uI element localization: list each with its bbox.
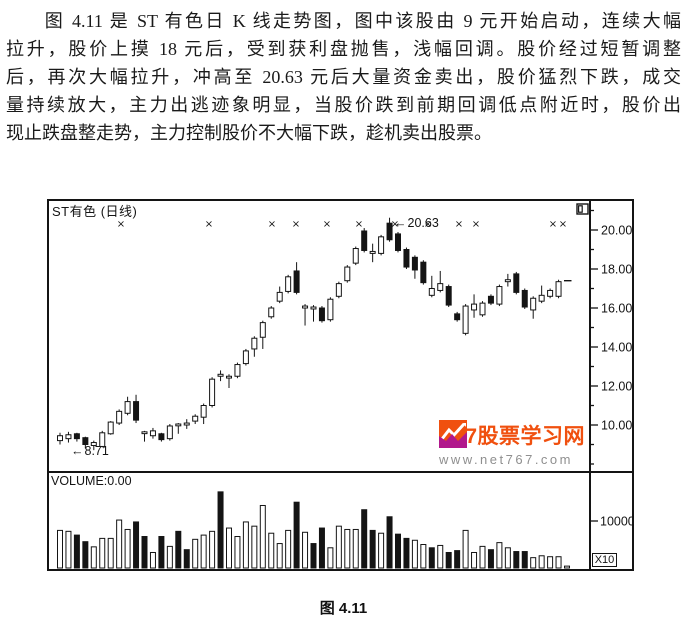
low-price-annotation: ←8.71 [71,444,109,458]
svg-text:×: × [455,219,463,230]
svg-text:14.00: 14.00 [601,341,632,355]
site-logo-icon [439,420,467,448]
svg-text:×: × [355,219,363,230]
svg-text:×: × [391,219,399,230]
watermark-site-name: 767股票学习网 [441,425,586,448]
left-arrow-icon: ← [71,444,84,458]
chart-title: ST有色 (日线) [52,204,138,219]
volume-multiplier-badge: X10 [592,553,617,567]
svg-text:×: × [559,219,567,230]
paragraph-line: 拉升，股价上摸 18 元后，受到获利盘抛售，浅幅回调。股价经过短暂调整 [6,39,681,59]
window-restore-icon [576,203,589,215]
peak-price-value: 20.63 [407,216,439,230]
paragraph-line: 后，再次大幅拉升，冲高至 20.63 元后大量资金卖出，股价猛烈下跌，成交 [6,67,681,87]
svg-text:18.00: 18.00 [601,263,632,277]
kline-chart-figure: 20.00 18.00 16.00 14.00 12.00 10.00 10000 × × × × ×… [47,199,634,571]
paragraph-line: 图 4.11 是 ST 有色日 K 线走势图，图中该股由 9 元开始启动，连续大… [44,11,681,31]
paragraph-line: 现止跌盘整走势，主力控制股价不大幅下跌，趁机卖出股票。 [6,123,492,143]
svg-text:20.00: 20.00 [601,224,632,238]
svg-text:×: × [323,219,331,230]
svg-text:10000: 10000 [600,515,632,529]
low-price-value: 8.71 [84,444,109,458]
svg-text:×: × [472,219,480,230]
left-arrow-icon: ← [394,216,407,230]
watermark: 767股票学习网 www.net767.com [439,420,585,467]
svg-text:×: × [549,219,557,230]
svg-text:10.00: 10.00 [601,419,632,433]
svg-text:×: × [268,219,276,230]
svg-text:×: × [205,219,213,230]
peak-price-annotation: ←20.63 [394,216,439,230]
paragraph-line: 量持续放大，主力出逃迹象明显，当股价跌到前期回调低点附近时，股价出 [6,95,681,115]
svg-text:×: × [292,219,300,230]
svg-text:×: × [117,219,125,230]
svg-text:12.00: 12.00 [601,380,632,394]
figure-caption: 图 4.11 [319,600,368,617]
svg-text:16.00: 16.00 [601,302,632,316]
body-paragraph: 图 4.11 是 ST 有色日 K 线走势图，图中该股由 9 元开始启动，连续大… [6,7,681,147]
volume-pane-label: VOLUME:0.00 [51,474,132,488]
svg-text:×: × [424,219,432,230]
watermark-url: www.net767.com [439,452,573,467]
